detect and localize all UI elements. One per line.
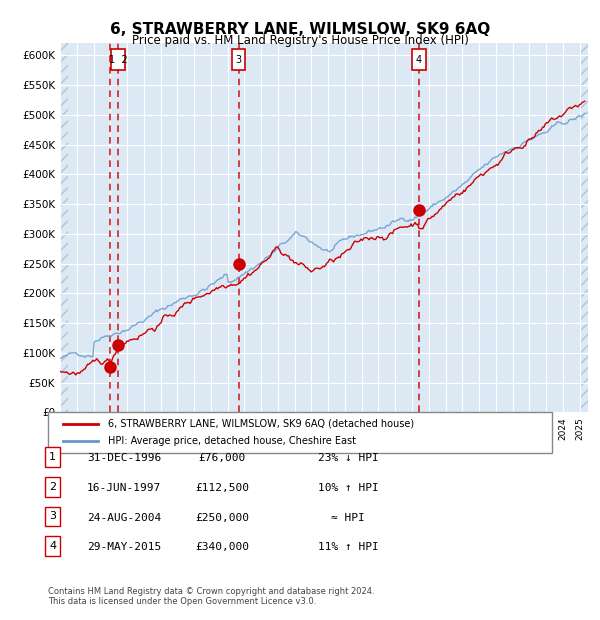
Text: ≈ HPI: ≈ HPI (331, 513, 365, 523)
FancyBboxPatch shape (111, 50, 125, 70)
FancyBboxPatch shape (48, 412, 552, 453)
Text: 6, STRAWBERRY LANE, WILMSLOW, SK9 6AQ (detached house): 6, STRAWBERRY LANE, WILMSLOW, SK9 6AQ (d… (109, 418, 415, 428)
Text: 11% ↑ HPI: 11% ↑ HPI (317, 542, 379, 552)
Text: 1 2: 1 2 (109, 55, 127, 64)
Text: Contains HM Land Registry data © Crown copyright and database right 2024.
This d: Contains HM Land Registry data © Crown c… (48, 587, 374, 606)
Text: £250,000: £250,000 (195, 513, 249, 523)
Text: 29-MAY-2015: 29-MAY-2015 (87, 542, 161, 552)
FancyBboxPatch shape (232, 50, 245, 70)
Text: 4: 4 (416, 55, 422, 64)
Text: 3: 3 (235, 55, 242, 64)
Text: £112,500: £112,500 (195, 483, 249, 493)
Text: Price paid vs. HM Land Registry's House Price Index (HPI): Price paid vs. HM Land Registry's House … (131, 34, 469, 47)
Text: £340,000: £340,000 (195, 542, 249, 552)
Text: 10% ↑ HPI: 10% ↑ HPI (317, 483, 379, 493)
FancyBboxPatch shape (412, 50, 425, 70)
Text: 23% ↓ HPI: 23% ↓ HPI (317, 453, 379, 463)
Text: £76,000: £76,000 (199, 453, 245, 463)
Text: 4: 4 (49, 541, 56, 551)
Text: 6, STRAWBERRY LANE, WILMSLOW, SK9 6AQ: 6, STRAWBERRY LANE, WILMSLOW, SK9 6AQ (110, 22, 490, 37)
Text: 1: 1 (49, 452, 56, 462)
Text: HPI: Average price, detached house, Cheshire East: HPI: Average price, detached house, Ches… (109, 436, 356, 446)
Text: 24-AUG-2004: 24-AUG-2004 (87, 513, 161, 523)
Text: 3: 3 (49, 512, 56, 521)
Text: 31-DEC-1996: 31-DEC-1996 (87, 453, 161, 463)
Text: 16-JUN-1997: 16-JUN-1997 (87, 483, 161, 493)
Text: 2: 2 (49, 482, 56, 492)
